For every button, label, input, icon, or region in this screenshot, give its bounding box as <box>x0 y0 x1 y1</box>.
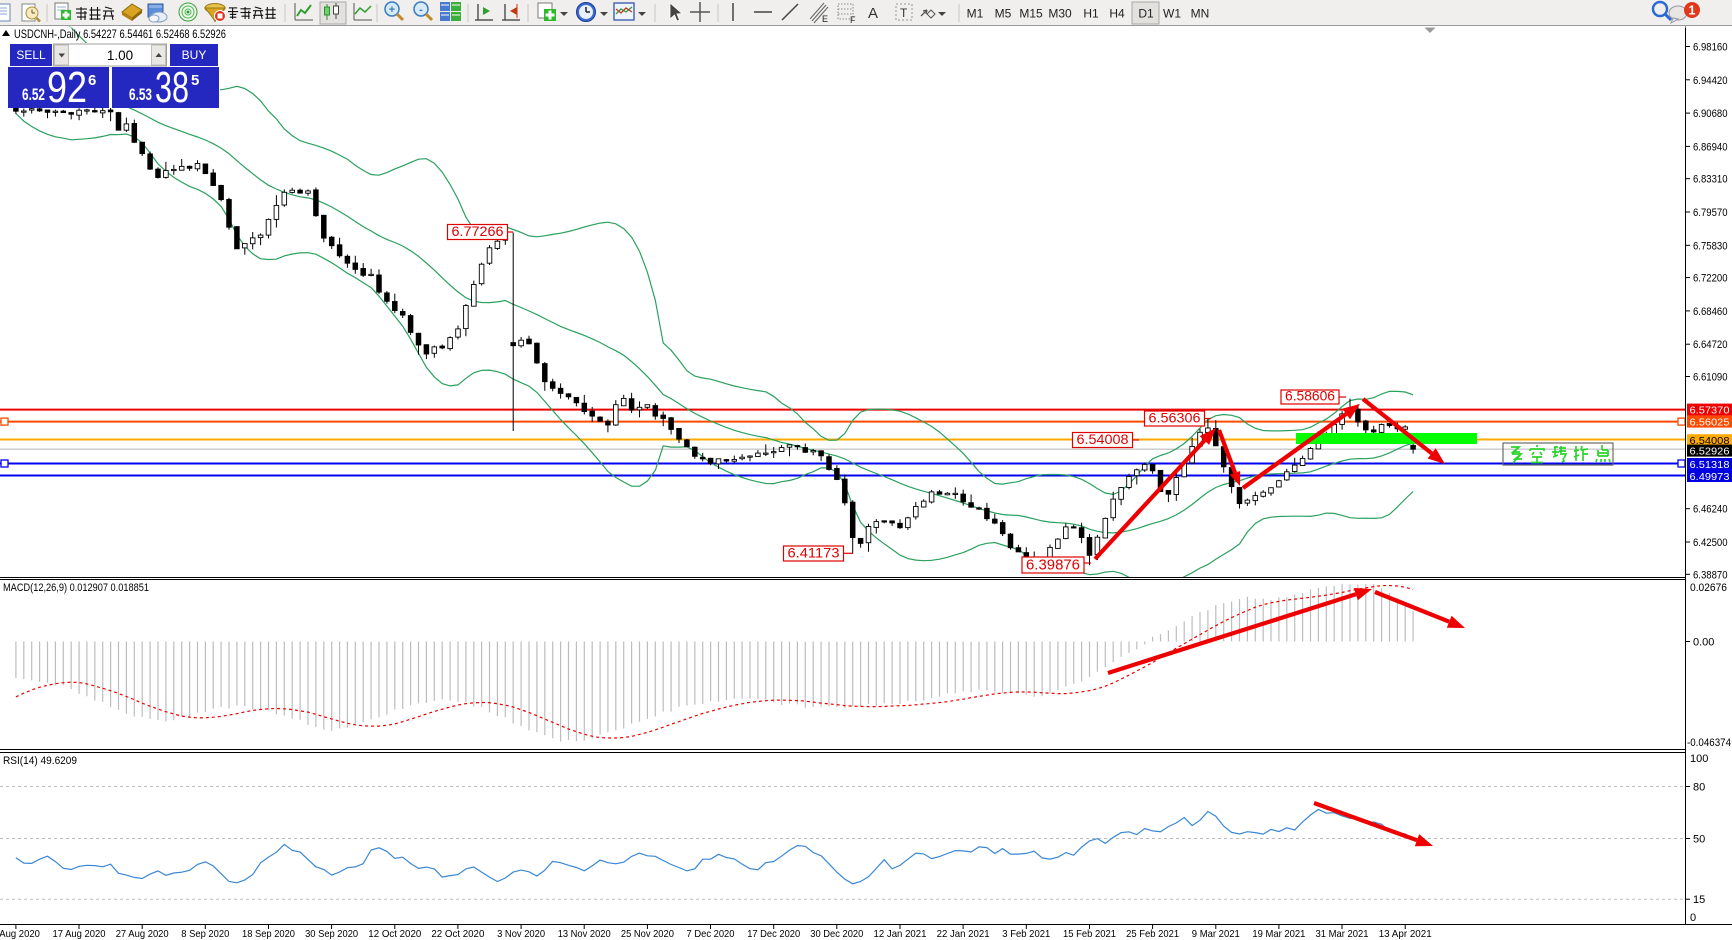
svg-text:13 Nov 2020: 13 Nov 2020 <box>558 928 611 940</box>
svg-text:6.64720: 6.64720 <box>1693 339 1728 351</box>
svg-text:6.94420: 6.94420 <box>1693 75 1728 87</box>
svg-text:8 Sep 2020: 8 Sep 2020 <box>181 928 229 940</box>
svg-text:0.00: 0.00 <box>1693 637 1714 649</box>
svg-text:12 Oct 2020: 12 Oct 2020 <box>368 928 421 940</box>
svg-text:6.52: 6.52 <box>22 85 45 104</box>
svg-text:6.56306: 6.56306 <box>1149 411 1201 426</box>
svg-text:13 Apr 2021: 13 Apr 2021 <box>1379 928 1432 940</box>
svg-text:38: 38 <box>155 63 189 112</box>
svg-text:SELL: SELL <box>16 48 46 62</box>
svg-text:6.68460: 6.68460 <box>1693 306 1728 318</box>
svg-text:6.56025: 6.56025 <box>1690 417 1730 429</box>
svg-text:5: 5 <box>191 72 199 89</box>
svg-text:18 Sep 2020: 18 Sep 2020 <box>242 928 295 940</box>
svg-text:100: 100 <box>1690 753 1708 765</box>
svg-text:6.98160: 6.98160 <box>1693 42 1728 54</box>
svg-text:E: E <box>822 14 828 24</box>
svg-text:6: 6 <box>88 72 96 89</box>
svg-text:92: 92 <box>47 63 87 112</box>
svg-text:0: 0 <box>1690 912 1696 924</box>
svg-text:W1: W1 <box>1163 7 1181 21</box>
svg-text:6.38870: 6.38870 <box>1693 569 1728 581</box>
svg-text:MACD(12,26,9) 0.012907 0.01885: MACD(12,26,9) 0.012907 0.018851 <box>3 582 149 594</box>
svg-text:M15: M15 <box>1019 7 1043 21</box>
svg-text:7 Dec 2020: 7 Dec 2020 <box>687 928 735 940</box>
svg-text:6.79570: 6.79570 <box>1693 207 1728 219</box>
svg-text:6.41173: 6.41173 <box>788 546 840 561</box>
svg-text:USDCNH-,Daily 6.54227 6.54461: USDCNH-,Daily 6.54227 6.54461 6.52468 6.… <box>14 27 226 41</box>
svg-text:6.53: 6.53 <box>129 85 152 104</box>
svg-text:6.51318: 6.51318 <box>1690 459 1730 471</box>
svg-text:6.61090: 6.61090 <box>1693 372 1728 384</box>
svg-text:6.77266: 6.77266 <box>452 224 504 239</box>
svg-text:6.90680: 6.90680 <box>1693 108 1728 120</box>
svg-text:RSI(14) 49.6209: RSI(14) 49.6209 <box>3 755 77 767</box>
svg-text:22 Oct 2020: 22 Oct 2020 <box>431 928 484 940</box>
svg-text:M1: M1 <box>967 7 984 21</box>
svg-text:BUY: BUY <box>182 48 207 62</box>
svg-text:F: F <box>850 15 856 25</box>
svg-text:6.58606: 6.58606 <box>1285 389 1335 404</box>
svg-text:H1: H1 <box>1083 7 1099 21</box>
svg-text:6.83310: 6.83310 <box>1693 174 1728 186</box>
svg-text:25 Nov 2020: 25 Nov 2020 <box>621 928 674 940</box>
svg-text:9 Mar 2021: 9 Mar 2021 <box>1192 928 1240 940</box>
svg-text:19 Mar 2021: 19 Mar 2021 <box>1252 928 1305 940</box>
svg-text:D1: D1 <box>1138 7 1154 21</box>
svg-text:15: 15 <box>1693 894 1705 906</box>
svg-text:6.86940: 6.86940 <box>1693 141 1728 153</box>
svg-text:12 Jan 2021: 12 Jan 2021 <box>874 928 927 940</box>
svg-text:1: 1 <box>1689 4 1696 18</box>
svg-text:15 Feb 2021: 15 Feb 2021 <box>1063 928 1116 940</box>
svg-text:6.39876: 6.39876 <box>1026 558 1080 574</box>
svg-text:6.54008: 6.54008 <box>1690 435 1730 447</box>
svg-text:30 Sep 2020: 30 Sep 2020 <box>305 928 358 940</box>
svg-text:1.00: 1.00 <box>107 48 133 63</box>
svg-text:6.46240: 6.46240 <box>1693 504 1728 516</box>
svg-text:MN: MN <box>1191 7 1210 21</box>
svg-text:-0.046374: -0.046374 <box>1687 737 1731 749</box>
svg-text:3 Nov 2020: 3 Nov 2020 <box>497 928 545 940</box>
svg-text:17 Dec 2020: 17 Dec 2020 <box>747 928 800 940</box>
svg-text:5 Aug 2020: 5 Aug 2020 <box>0 928 40 940</box>
svg-text:+: + <box>389 4 395 16</box>
svg-text:H4: H4 <box>1109 7 1125 21</box>
svg-text:M5: M5 <box>995 7 1012 21</box>
svg-text:6.49973: 6.49973 <box>1690 471 1730 483</box>
svg-text:-: - <box>419 4 423 16</box>
svg-text:M30: M30 <box>1048 7 1072 21</box>
svg-text:6.57370: 6.57370 <box>1690 405 1730 417</box>
svg-text:17 Aug 2020: 17 Aug 2020 <box>53 928 106 940</box>
svg-text:6.72200: 6.72200 <box>1693 273 1728 285</box>
svg-text:A: A <box>868 5 878 22</box>
svg-text:50: 50 <box>1693 834 1705 846</box>
svg-text:31 Mar 2021: 31 Mar 2021 <box>1316 928 1369 940</box>
svg-text:27 Aug 2020: 27 Aug 2020 <box>116 928 169 940</box>
svg-text:3 Feb 2021: 3 Feb 2021 <box>1002 928 1050 940</box>
svg-text:6.54008: 6.54008 <box>1077 432 1129 447</box>
svg-text:6.42500: 6.42500 <box>1693 537 1728 549</box>
svg-text:25 Feb 2021: 25 Feb 2021 <box>1126 928 1179 940</box>
svg-text:6.75830: 6.75830 <box>1693 240 1728 252</box>
svg-text:30 Dec 2020: 30 Dec 2020 <box>810 928 863 940</box>
svg-text:80: 80 <box>1693 782 1705 794</box>
svg-text:22 Jan 2021: 22 Jan 2021 <box>937 928 990 940</box>
svg-text:6.52926: 6.52926 <box>1690 446 1730 458</box>
svg-text:0.02676: 0.02676 <box>1690 582 1727 594</box>
svg-text:T: T <box>900 6 908 20</box>
